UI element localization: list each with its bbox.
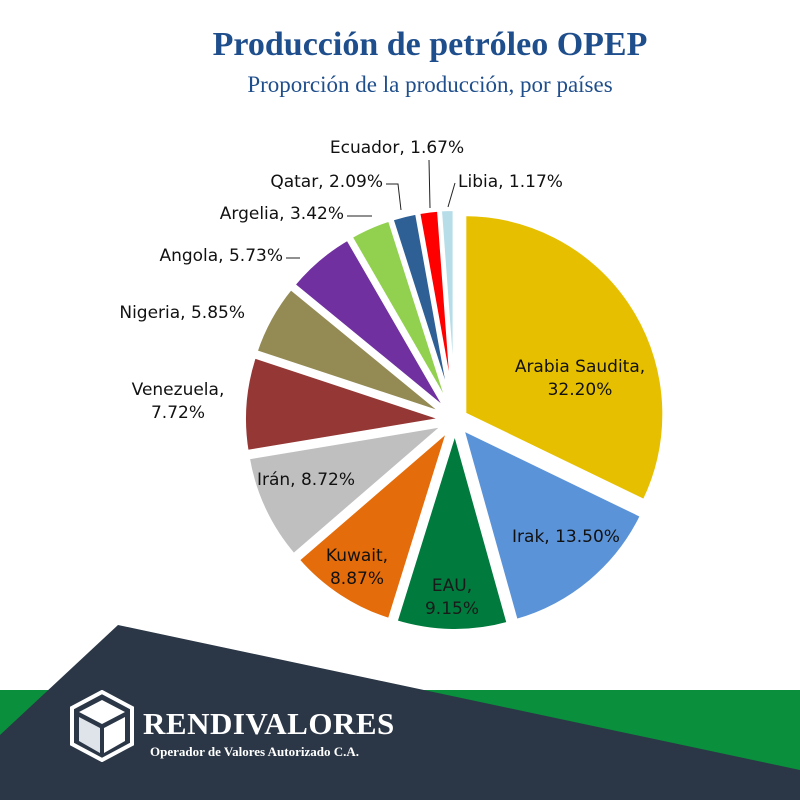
pie-slice-arabia-saudita: [462, 212, 667, 504]
brand-name: RENDIVALORES: [143, 706, 395, 741]
slice-label-ecuador: Ecuador, 1.67%: [330, 138, 464, 158]
slice-label-argelia: Argelia, 3.42%: [220, 204, 344, 224]
slice-label-arabia-saudita: Arabia Saudita, 32.20%: [515, 357, 645, 400]
pie-chart: Arabia Saudita, 32.20% Irak, 13.50% EAU, 9.1…: [119, 138, 667, 633]
leader-line-libia: [447, 182, 456, 208]
slice-label-kuwait: Kuwait, 8.87%: [326, 546, 388, 589]
pie-slice-iran: [245, 421, 452, 559]
leader-line-ecuador: [428, 159, 431, 209]
slice-label-nigeria: Nigeria, 5.85%: [119, 303, 245, 323]
slice-label-eau: EAU, 9.15%: [425, 576, 479, 619]
pie-slice-venezuela: [242, 353, 445, 455]
pie-slice-angola: [290, 235, 450, 414]
cube-logo: [70, 690, 134, 762]
pie-slice-libia: [437, 207, 457, 410]
chart-title: Producción de petróleo OPEP: [212, 26, 648, 63]
slice-label-libia: Libia, 1.17%: [458, 172, 563, 192]
footer-navy-shape: [0, 625, 800, 800]
pie-slice-irak: [458, 424, 645, 624]
slice-label-iran: Irán, 8.72%: [257, 470, 355, 490]
slice-label-qatar: Qatar, 2.09%: [270, 172, 383, 192]
slice-label-angola: Angola, 5.73%: [159, 246, 283, 266]
footer-banner: [0, 625, 800, 800]
slice-label-irak: Irak, 13.50%: [512, 527, 620, 547]
pie-slice-nigeria: [252, 285, 447, 417]
leader-line-qatar: [386, 183, 402, 211]
slice-label-venezuela: Venezuela, 7.72%: [132, 380, 225, 423]
pie-slice-kuwait: [294, 423, 453, 623]
pie-slice-eau: [392, 423, 512, 633]
brand-tagline: Operador de Valores Autorizado C.A.: [150, 744, 359, 759]
chart-subtitle: Proporción de la producción, por países: [247, 72, 613, 97]
